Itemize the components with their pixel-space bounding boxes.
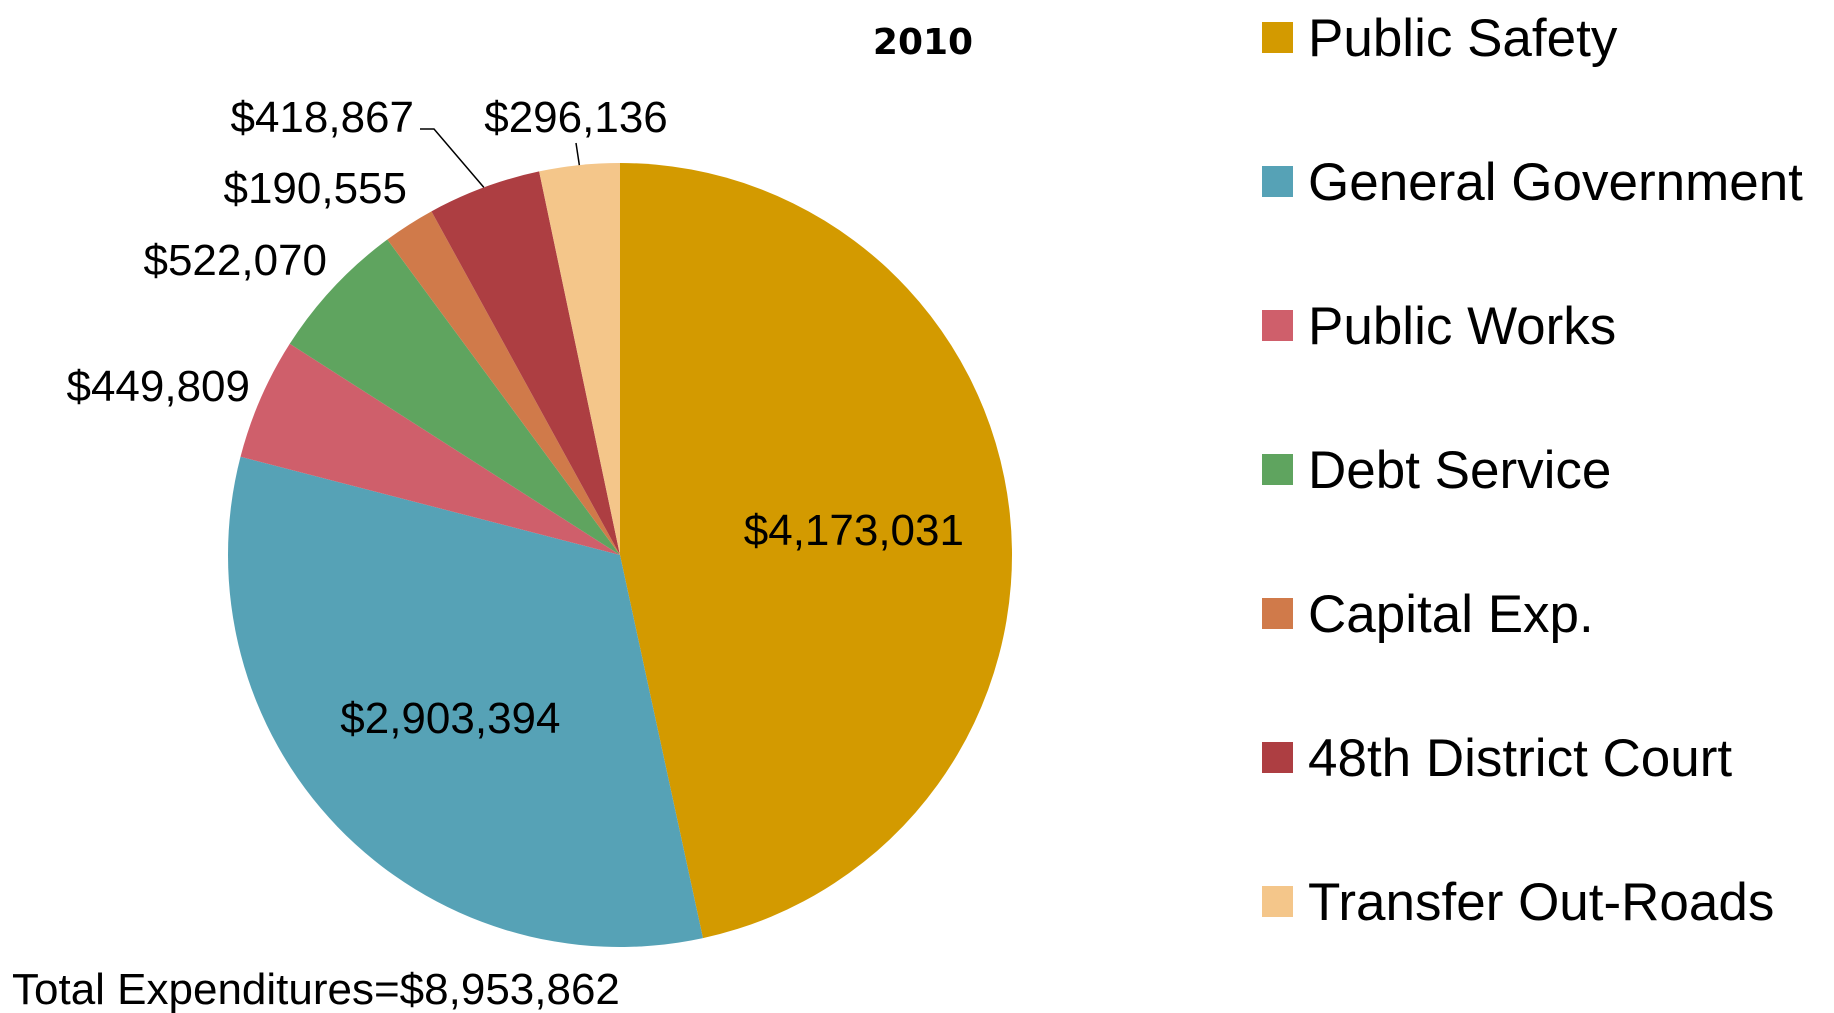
legend-label: Capital Exp.: [1308, 585, 1594, 644]
legend-swatch: [1262, 310, 1293, 341]
legend-label: Public Safety: [1308, 9, 1618, 68]
pie-slice: [431, 171, 620, 555]
pie-slice: [227, 456, 703, 947]
legend-swatch: [1262, 742, 1293, 773]
pie-slice: [289, 239, 620, 555]
legend-swatch: [1262, 454, 1293, 485]
leader-line: [575, 142, 581, 166]
legend-label: Transfer Out-Roads: [1308, 873, 1774, 932]
legend-label: 48th District Court: [1308, 729, 1732, 788]
annotation: Total Expenditures=$8,953,862: [12, 965, 620, 1013]
legend-label: Public Works: [1308, 297, 1616, 356]
legend-swatch: [1262, 598, 1293, 629]
chart-title: 2010: [873, 22, 973, 63]
legend-label: Debt Service: [1308, 441, 1611, 500]
data-label: $190,555: [223, 164, 407, 213]
data-label: $522,070: [143, 236, 327, 285]
legend-swatch: [1262, 22, 1293, 53]
legend-label: General Government: [1308, 153, 1803, 212]
pie-slice: [240, 343, 620, 555]
pie-slice: [539, 163, 620, 555]
leader-line: [420, 128, 485, 188]
data-label: $449,809: [66, 362, 250, 411]
pie-slice: [620, 163, 1013, 939]
data-label: $418,867: [230, 93, 414, 142]
legend-swatch: [1262, 886, 1293, 917]
legend-swatch: [1262, 166, 1293, 197]
data-label: $2,903,394: [340, 694, 560, 743]
data-label: $4,173,031: [744, 506, 964, 555]
data-label: $296,136: [484, 93, 668, 142]
pie-slice: [387, 211, 620, 555]
